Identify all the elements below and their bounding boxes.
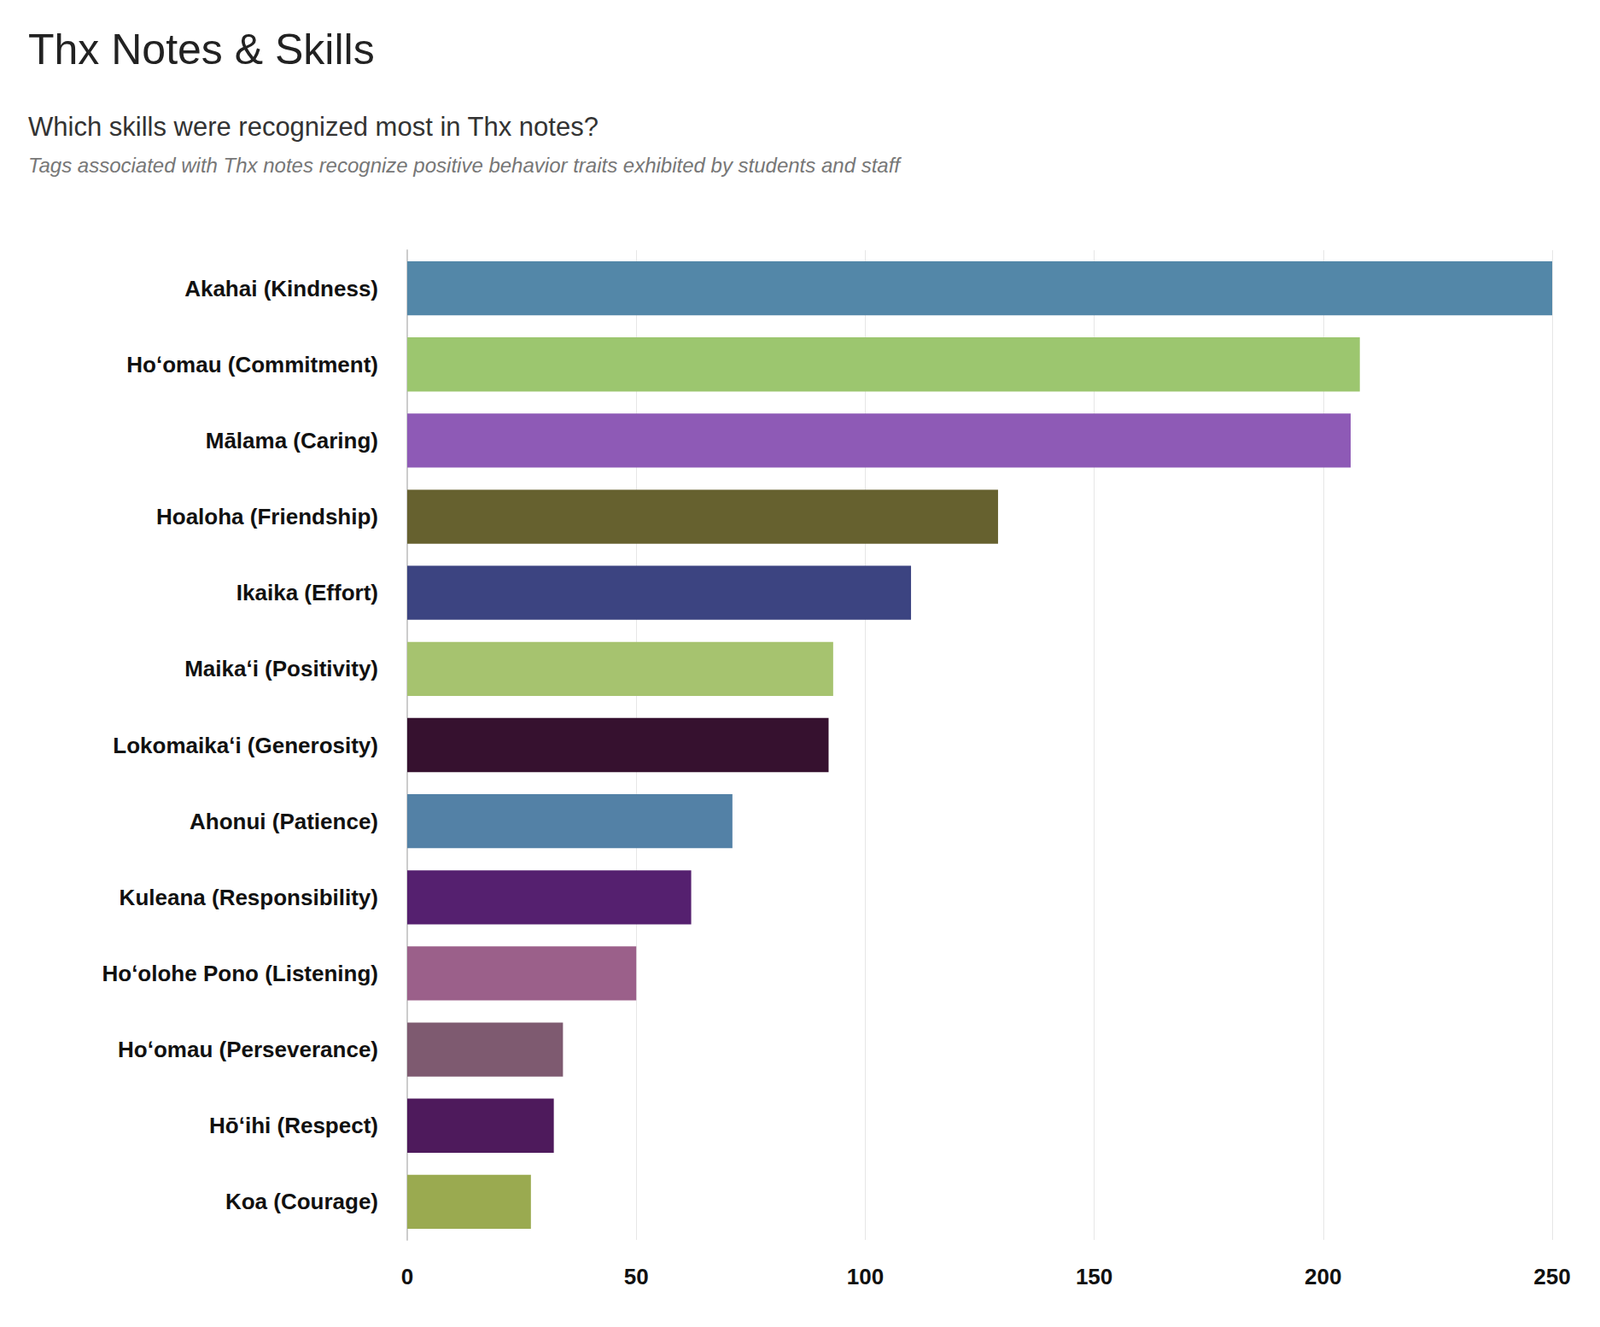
svg-text:200: 200 bbox=[1304, 1263, 1342, 1290]
svg-text:Mālama (Caring): Mālama (Caring) bbox=[205, 427, 379, 454]
svg-text:Hoʻolohe Pono (Listening): Hoʻolohe Pono (Listening) bbox=[101, 960, 379, 987]
svg-text:Tags associated with Thx notes: Tags associated with Thx notes recognize… bbox=[28, 153, 902, 177]
svg-text:Akahai (Kindness): Akahai (Kindness) bbox=[184, 275, 379, 302]
svg-text:100: 100 bbox=[846, 1263, 884, 1290]
svg-text:Kuleana (Responsibility): Kuleana (Responsibility) bbox=[119, 884, 379, 911]
svg-text:Lokomaikaʻi (Generosity): Lokomaikaʻi (Generosity) bbox=[112, 732, 379, 759]
svg-text:Which skills were recognized m: Which skills were recognized most in Thx… bbox=[28, 111, 599, 142]
svg-text:Koa (Courage): Koa (Courage) bbox=[225, 1188, 379, 1215]
svg-text:Hōʻihi (Respect): Hōʻihi (Respect) bbox=[209, 1112, 379, 1139]
svg-text:50: 50 bbox=[624, 1263, 649, 1290]
svg-text:Hoʻomau (Commitment): Hoʻomau (Commitment) bbox=[126, 351, 379, 378]
svg-text:Hoʻomau (Perseverance): Hoʻomau (Perseverance) bbox=[117, 1036, 379, 1063]
svg-text:150: 150 bbox=[1075, 1263, 1113, 1290]
svg-text:Ahonui (Patience): Ahonui (Patience) bbox=[189, 808, 379, 835]
svg-text:Ikaika (Effort): Ikaika (Effort) bbox=[236, 579, 379, 606]
svg-text:0: 0 bbox=[401, 1263, 414, 1290]
svg-text:Thx Notes & Skills: Thx Notes & Skills bbox=[28, 25, 375, 74]
svg-text:Hoaloha (Friendship): Hoaloha (Friendship) bbox=[156, 503, 379, 530]
svg-text:250: 250 bbox=[1533, 1263, 1571, 1290]
svg-text:Maikaʻi (Positivity): Maikaʻi (Positivity) bbox=[184, 655, 379, 682]
